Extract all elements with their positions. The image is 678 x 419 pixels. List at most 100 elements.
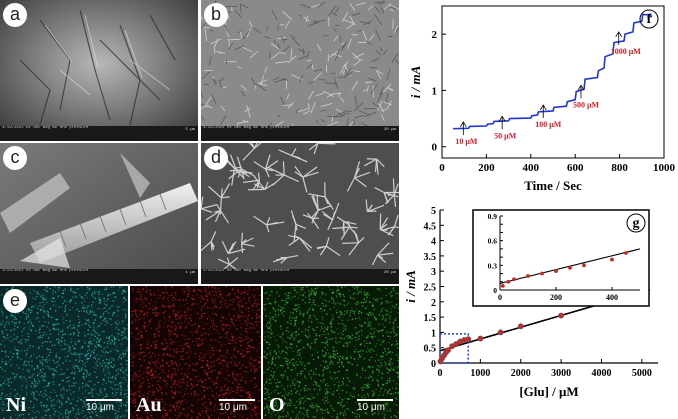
y-tick-label: 4	[431, 237, 436, 248]
x-tick-label: 1000	[470, 368, 490, 379]
panel-letter-d: d	[204, 146, 228, 170]
y-tick-label: 0	[431, 359, 436, 370]
y-tick-label: 3.5	[424, 252, 437, 263]
x-tick-label: 800	[611, 162, 628, 174]
eds-scale-text: 10 μm	[219, 402, 247, 413]
inset-y-tick-label: 0	[493, 286, 497, 295]
chart-f-amperometric: 0 200 400 600 800 1000 0 1 2 Time / Sec i / mA 10 μ…	[408, 5, 676, 193]
data-point	[497, 329, 504, 336]
series-line	[453, 13, 653, 130]
sem-databar-d: 1/13/2021 HV det mag WD HFW pressure 20 …	[201, 269, 399, 284]
low-range-highlight	[439, 333, 470, 364]
panel-letter-g-circle	[626, 213, 646, 233]
x-tick-label: 4000	[591, 368, 611, 379]
data-point	[445, 347, 451, 354]
chart-g-calibration: 0 1000 2000 3000 4000 500000.511.522.533.544.…	[404, 206, 658, 399]
scalebar-label: 5 μm	[185, 128, 195, 132]
y-tick-label: 2	[431, 298, 436, 309]
eds-noise-ni	[0, 286, 128, 419]
inset-data-point	[500, 283, 505, 288]
scalebar-label: 20 μm	[383, 271, 396, 275]
eds-scalebar: 10 μm	[357, 399, 393, 413]
inset-data-point	[526, 274, 530, 278]
panel-letter-f: f	[647, 12, 652, 27]
inset-y-tick-label: 0.6	[488, 237, 498, 246]
concentration-annotation: 1000 μM	[611, 47, 642, 56]
y-tick-label: 3	[431, 267, 436, 278]
inset-data-point	[610, 257, 614, 262]
y-tick-label: 1	[431, 328, 436, 339]
y-axis-label: i / mA	[408, 65, 423, 98]
arrow-head	[498, 115, 506, 122]
inset-x-tick-label: 400	[606, 293, 618, 302]
panel-letter-f-circle	[639, 9, 659, 29]
eds-noise-o	[263, 286, 399, 419]
eds-element-label: O	[269, 394, 285, 416]
inset-frame	[472, 209, 650, 307]
sem-image-b	[201, 0, 399, 141]
y-tick-label: 5	[431, 206, 436, 217]
x-tick-label: 600	[567, 162, 584, 174]
inset-y-tick-label: 0.3	[488, 261, 498, 270]
eds-scalebar: 10 μm	[219, 399, 255, 413]
inset-data-point	[568, 265, 572, 270]
y-tick-label: 2.5	[424, 283, 437, 294]
sem-databar-c: 1/13/2021 HV det mag WD HFW pressure 1 μ…	[0, 269, 198, 284]
eds-map-o: O 10 μm	[263, 286, 399, 419]
sem-image-c	[0, 143, 198, 284]
y-tick-label: 1.5	[424, 313, 437, 324]
arrow-head	[539, 104, 547, 111]
y-axis-label: i / mA	[404, 270, 418, 303]
data-point	[465, 336, 472, 343]
data-point	[558, 312, 565, 319]
sem-panel-d: d 1/13/2021 HV det mag WD HFW pressure 2…	[201, 143, 399, 284]
concentration-annotation: 100 μM	[535, 120, 562, 129]
eds-noise-au	[130, 286, 261, 419]
inset-x-tick-label: 0	[498, 293, 502, 302]
databar-text: 4/19/2021 HV det mag WD HFW pressure	[2, 126, 89, 130]
sem-panel-a: a 4/19/2021 HV det mag WD HFW pressure 5…	[0, 0, 198, 141]
inset-data-point	[624, 251, 628, 255]
inset-data-point	[540, 271, 544, 276]
eds-element-label: Au	[136, 394, 162, 416]
panel-letter-a: a	[3, 3, 27, 27]
sem-image-d	[201, 143, 399, 284]
eds-scale-text: 10 μm	[86, 402, 114, 413]
sem-databar-b: 4/19/2021 HV det mag WD HFW pressure 20 …	[201, 126, 399, 141]
x-tick-label: 1000	[653, 162, 676, 174]
data-point	[477, 335, 484, 342]
inset-x-tick-label: 200	[550, 293, 562, 302]
x-axis-label: Time / Sec	[524, 178, 582, 193]
inset-data-point	[582, 263, 586, 268]
x-tick-label: 400	[523, 162, 540, 174]
sem-panel-b: b 4/19/2021 HV det mag WD HFW pressure 2…	[201, 0, 399, 141]
eds-scale-text: 10 μm	[357, 402, 385, 413]
chart-f-frame	[441, 5, 665, 159]
inset-y-tick-label: 0.9	[488, 212, 498, 221]
data-point	[517, 323, 524, 330]
eds-map-ni: e Ni 10 μm	[0, 286, 128, 419]
arrow-head	[577, 84, 585, 91]
panel-letter-g: g	[633, 216, 640, 231]
x-tick-label: 3000	[551, 368, 571, 379]
eds-element-label: Ni	[6, 394, 26, 416]
y-tick-label: 1	[432, 85, 438, 97]
concentration-annotation: 50 μM	[494, 131, 517, 140]
databar-text: 1/13/2021 HV det mag WD HFW pressure	[203, 269, 290, 273]
y-tick-label: 4.5	[424, 221, 437, 232]
panel-letter-c: c	[3, 146, 27, 170]
inset-data-point	[554, 269, 558, 273]
x-tick-label: 2000	[511, 368, 531, 379]
sem-image-a	[0, 0, 198, 141]
eds-map-au: Au 10 μm	[130, 286, 261, 419]
scalebar-label: 20 μm	[383, 128, 396, 132]
databar-text: 1/13/2021 HV det mag WD HFW pressure	[2, 269, 89, 273]
x-tick-label: 200	[478, 162, 495, 174]
x-tick-label: 5000	[632, 368, 652, 379]
y-tick-label: 2	[432, 29, 438, 41]
arrow-head	[615, 31, 623, 38]
scalebar-label: 1 μm	[185, 271, 195, 275]
concentration-annotation: 10 μM	[455, 137, 478, 146]
arrow-head	[459, 121, 467, 128]
y-tick-label: 0	[432, 142, 438, 154]
